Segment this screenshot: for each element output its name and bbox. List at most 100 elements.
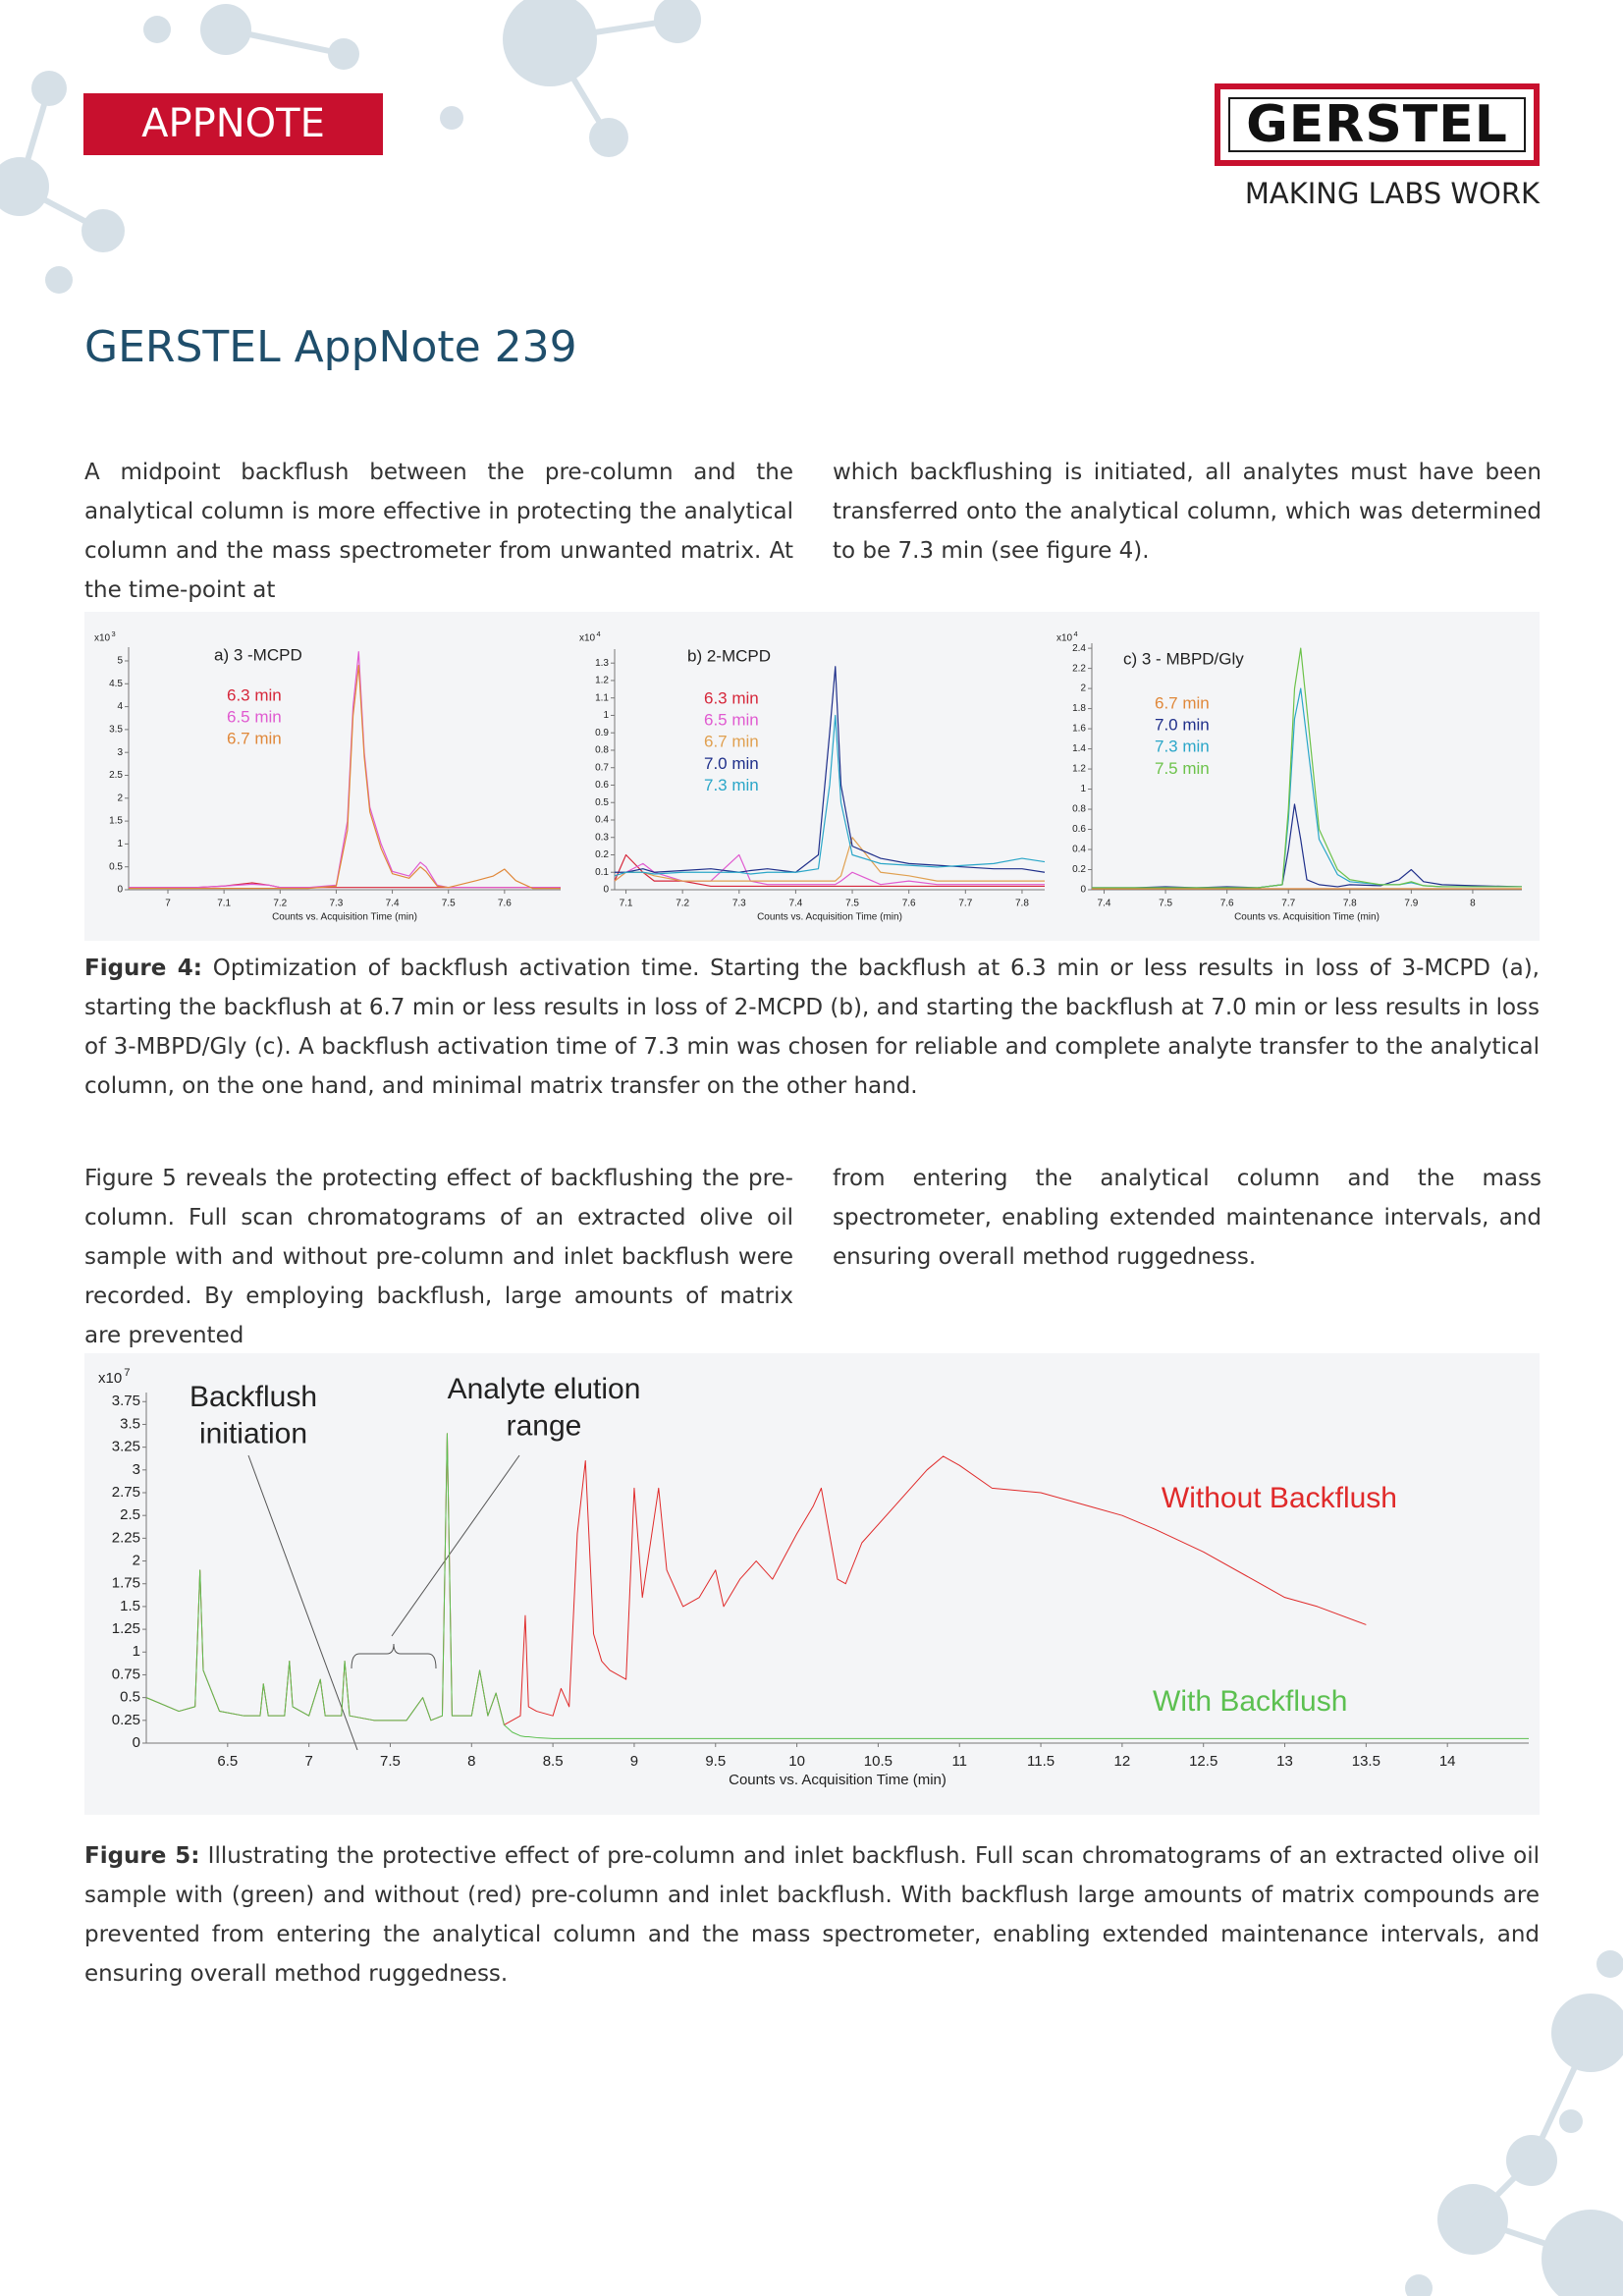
y-tick-label: 0 (603, 885, 609, 896)
y-tick-label: 3 (117, 747, 123, 758)
y-tick-label: 2.5 (109, 770, 123, 781)
x-tick-label: 7.4 (386, 899, 400, 909)
figure-5-caption: Figure 5: Illustrating the protective ef… (84, 1836, 1540, 1994)
molecule-bottom-right (1405, 1950, 1623, 2296)
y-tick-label: 1.75 (112, 1575, 140, 1592)
y-tick-label: 3 (133, 1461, 140, 1478)
legend-entry: 7.3 min (1155, 738, 1210, 756)
x-tick-label: 7 (304, 1753, 312, 1770)
y-scale-exponent: 4 (597, 629, 601, 638)
y-scale-label: x10 (98, 1370, 122, 1387)
y-tick-label: 0.2 (1072, 864, 1086, 875)
x-tick-label: 12.5 (1189, 1753, 1217, 1770)
annotation: range (507, 1409, 582, 1442)
x-tick-label: 7.1 (620, 899, 633, 909)
x-tick-label: 7.6 (498, 899, 512, 909)
x-tick-label: 7.7 (1281, 899, 1295, 909)
paragraph: which backflushing is initiated, all ana… (833, 460, 1542, 564)
x-tick-label: 13 (1276, 1753, 1293, 1770)
y-tick-label: 0.5 (109, 861, 123, 872)
series-line (129, 665, 561, 890)
y-tick-label: 0.3 (595, 832, 609, 843)
y-tick-label: 0 (1080, 885, 1086, 896)
x-axis-label: Counts vs. Acquisition Time (min) (1234, 912, 1380, 923)
x-tick-label: 11.5 (1027, 1753, 1055, 1770)
figure-4-charts: 0 0.5 1 1.5 2 2.5 3 3.5 4 4.5 5 7 7.1 7.2 7.3 7.4 7.5 7.6… (94, 629, 1523, 923)
y-tick-label: 1.3 (595, 658, 609, 669)
appnote-badge: APPNOTE (83, 93, 383, 155)
y-tick-label: 2 (133, 1553, 140, 1569)
logo-frame: GERSTEL (1215, 83, 1540, 166)
range-brace (351, 1643, 437, 1669)
y-tick-label: 0.75 (112, 1666, 140, 1682)
paragraph: Figure 5 reveals the protecting effect o… (84, 1166, 793, 1348)
y-tick-label: 1.5 (120, 1598, 140, 1614)
caption-label: Figure 4: (84, 956, 203, 981)
y-tick-label: 1.8 (1072, 703, 1086, 714)
annotation: initiation (199, 1417, 307, 1449)
y-tick-label: 2.25 (112, 1529, 140, 1546)
x-tick-label: 10.5 (864, 1753, 893, 1770)
y-tick-label: 0.9 (595, 728, 609, 738)
chart-title: a) 3 -MCPD (214, 645, 302, 664)
legend-entry: 6.5 min (704, 711, 759, 730)
y-tick-label: 0.25 (112, 1712, 140, 1728)
x-tick-label: 7.5 (380, 1753, 401, 1770)
y-scale-label: x10 (579, 633, 596, 644)
x-tick-label: 7.5 (845, 899, 859, 909)
series-line (615, 666, 1046, 873)
series-line (614, 714, 1046, 877)
legend-entry: 7.3 min (704, 776, 759, 794)
paragraph: A midpoint backflush between the pre-col… (84, 460, 793, 603)
x-tick-label: 7.3 (329, 899, 343, 909)
x-tick-label: 8.5 (543, 1753, 564, 1770)
figure-5-chart: 0 0.25 0.5 0.75 1 1.25 1.5 1.75 2 2.25 2.5 2.75 3 3.2… (98, 1367, 1529, 1788)
legend-entry: 6.7 min (227, 730, 282, 748)
y-tick-label: 0.5 (595, 797, 609, 808)
x-tick-label: 8 (467, 1753, 475, 1770)
caption-label: Figure 5: (84, 1843, 200, 1869)
x-tick-label: 7.7 (958, 899, 972, 909)
series-label: Without Backflush (1162, 1482, 1397, 1514)
y-tick-label: 1 (603, 710, 609, 721)
caption-text: Illustrating the protective effect of pr… (84, 1843, 1541, 1987)
y-scale-label: x10 (94, 633, 111, 644)
y-tick-label: 3.5 (120, 1415, 140, 1432)
y-tick-label: 2.5 (120, 1506, 140, 1523)
legend-entry: 6.3 min (704, 688, 759, 707)
figure-4: 0 0.5 1 1.5 2 2.5 3 3.5 4 4.5 5 7 7.1 7.2 7.3 7.4 7.5 7.6… (84, 612, 1540, 941)
legend-entry: 6.5 min (227, 708, 282, 727)
chart-title: b) 2-MCPD (687, 646, 771, 665)
arrow (391, 1454, 520, 1637)
y-tick-label: 1.1 (595, 692, 609, 703)
series-line (614, 853, 1045, 886)
legend-entry: 6.7 min (704, 733, 759, 751)
series-line (145, 1433, 1367, 1725)
legend-entry: 7.0 min (704, 754, 759, 773)
x-tick-label: 7.6 (902, 899, 916, 909)
y-tick-label: 0.2 (595, 849, 609, 860)
x-tick-label: 7.4 (1098, 899, 1111, 909)
annotation-arrows (247, 1454, 520, 1751)
y-tick-label: 5 (117, 656, 123, 667)
x-tick-label: 7.2 (676, 899, 689, 909)
series-line (614, 853, 1045, 888)
x-tick-label: 7.5 (1159, 899, 1172, 909)
y-scale-label: x10 (1056, 633, 1073, 644)
y-tick-label: 3.5 (109, 725, 123, 736)
x-tick-label: 7.2 (273, 899, 287, 909)
y-tick-label: 0.4 (595, 815, 609, 826)
x-tick-label: 7.3 (732, 899, 746, 909)
x-tick-label: 7.5 (442, 899, 456, 909)
x-tick-label: 8 (1470, 899, 1476, 909)
y-tick-label: 1.5 (109, 816, 123, 827)
legend-entry: 7.5 min (1155, 759, 1210, 778)
x-axis-label: Counts vs. Acquisition Time (min) (272, 912, 417, 923)
y-tick-label: 0.7 (595, 762, 609, 773)
x-tick-label: 7 (165, 899, 171, 909)
series-line (614, 837, 1045, 882)
y-tick-label: 2.75 (112, 1484, 140, 1501)
y-scale-exponent: 7 (124, 1367, 130, 1379)
